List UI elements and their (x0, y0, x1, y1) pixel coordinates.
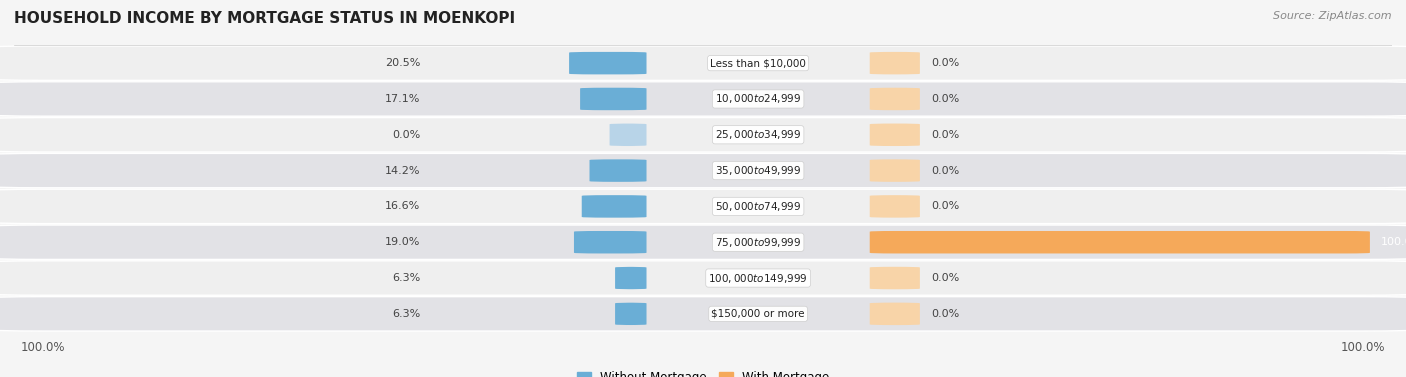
FancyBboxPatch shape (870, 303, 920, 325)
Text: 0.0%: 0.0% (931, 309, 959, 319)
FancyBboxPatch shape (0, 46, 1406, 80)
Text: $50,000 to $74,999: $50,000 to $74,999 (716, 200, 801, 213)
Text: 0.0%: 0.0% (931, 130, 959, 140)
FancyBboxPatch shape (870, 52, 920, 74)
Text: 100.0%: 100.0% (1340, 341, 1385, 354)
Text: $35,000 to $49,999: $35,000 to $49,999 (716, 164, 801, 177)
Text: 100.0%: 100.0% (21, 341, 66, 354)
Text: Less than $10,000: Less than $10,000 (710, 58, 806, 68)
FancyBboxPatch shape (582, 195, 647, 218)
FancyBboxPatch shape (870, 267, 920, 289)
FancyBboxPatch shape (870, 159, 920, 182)
Text: $10,000 to $24,999: $10,000 to $24,999 (716, 92, 801, 106)
FancyBboxPatch shape (870, 124, 920, 146)
Text: 14.2%: 14.2% (385, 166, 420, 176)
FancyBboxPatch shape (610, 124, 647, 146)
Text: 16.6%: 16.6% (385, 201, 420, 211)
Text: 100.0%: 100.0% (1381, 237, 1406, 247)
FancyBboxPatch shape (0, 118, 1406, 152)
FancyBboxPatch shape (614, 267, 647, 289)
Text: 0.0%: 0.0% (392, 130, 420, 140)
FancyBboxPatch shape (589, 159, 647, 182)
Text: 0.0%: 0.0% (931, 94, 959, 104)
FancyBboxPatch shape (0, 189, 1406, 224)
Text: $25,000 to $34,999: $25,000 to $34,999 (716, 128, 801, 141)
Text: 20.5%: 20.5% (385, 58, 420, 68)
Text: $100,000 to $149,999: $100,000 to $149,999 (709, 271, 808, 285)
FancyBboxPatch shape (870, 195, 920, 218)
Text: 19.0%: 19.0% (385, 237, 420, 247)
Legend: Without Mortgage, With Mortgage: Without Mortgage, With Mortgage (572, 366, 834, 377)
Text: Source: ZipAtlas.com: Source: ZipAtlas.com (1274, 11, 1392, 21)
FancyBboxPatch shape (870, 231, 1369, 253)
Text: $75,000 to $99,999: $75,000 to $99,999 (716, 236, 801, 249)
FancyBboxPatch shape (581, 88, 647, 110)
Text: 0.0%: 0.0% (931, 201, 959, 211)
FancyBboxPatch shape (0, 82, 1406, 116)
FancyBboxPatch shape (0, 225, 1406, 259)
Text: 0.0%: 0.0% (931, 273, 959, 283)
FancyBboxPatch shape (870, 88, 920, 110)
Text: $150,000 or more: $150,000 or more (711, 309, 804, 319)
FancyBboxPatch shape (569, 52, 647, 74)
Text: 0.0%: 0.0% (931, 58, 959, 68)
Text: HOUSEHOLD INCOME BY MORTGAGE STATUS IN MOENKOPI: HOUSEHOLD INCOME BY MORTGAGE STATUS IN M… (14, 11, 515, 26)
FancyBboxPatch shape (614, 303, 647, 325)
FancyBboxPatch shape (0, 261, 1406, 295)
FancyBboxPatch shape (0, 297, 1406, 331)
Text: 0.0%: 0.0% (931, 166, 959, 176)
Text: 6.3%: 6.3% (392, 309, 420, 319)
FancyBboxPatch shape (574, 231, 647, 253)
Text: 6.3%: 6.3% (392, 273, 420, 283)
FancyBboxPatch shape (0, 153, 1406, 188)
Text: 17.1%: 17.1% (385, 94, 420, 104)
